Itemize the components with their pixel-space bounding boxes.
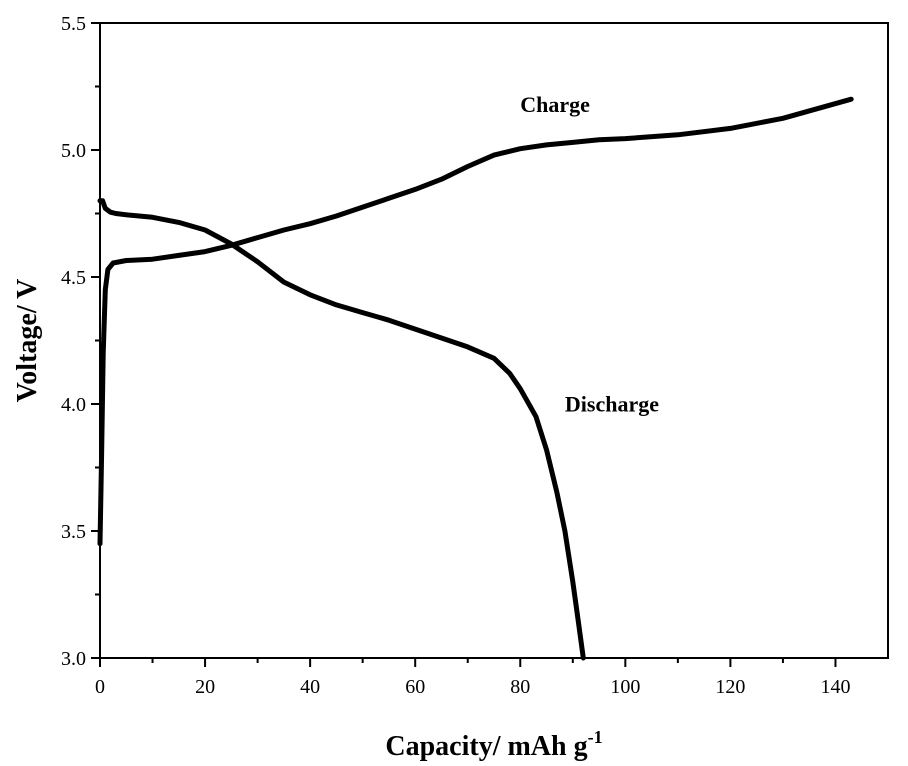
x-tick-label: 140 xyxy=(820,676,850,698)
axes xyxy=(99,22,889,659)
annotations: Charge Discharge xyxy=(520,92,659,417)
y-tick-label: 3.5 xyxy=(61,521,86,543)
x-axis-title-text: Capacity/ mAh g xyxy=(385,731,587,762)
y-axis-title: Voltage/ V xyxy=(12,279,43,403)
x-tick-label: 60 xyxy=(405,676,425,698)
y-tick-label: 5.0 xyxy=(61,140,86,162)
x-tick-label: 0 xyxy=(95,676,105,698)
annotation-discharge: Discharge xyxy=(565,392,659,417)
series-group xyxy=(97,96,854,661)
x-tick-label: 80 xyxy=(510,676,530,698)
series-line-charge xyxy=(97,96,854,547)
tick-labels: 0 20 40 60 80 100 120 140 3.0 3.5 4.0 4.5 5.0 5.5 xyxy=(61,13,850,698)
y-tick-label: 4.0 xyxy=(61,394,86,416)
annotation-charge: Charge xyxy=(520,92,590,117)
x-axis-title-superscript: -1 xyxy=(588,727,603,747)
x-tick-label: 20 xyxy=(195,676,215,698)
x-tick-label: 40 xyxy=(300,676,320,698)
y-tick-label: 3.0 xyxy=(61,648,86,670)
series-line-discharge xyxy=(97,198,586,661)
y-tick-label: 4.5 xyxy=(61,267,86,289)
x-tick-label: 100 xyxy=(610,676,640,698)
y-tick-label: 5.5 xyxy=(61,13,86,35)
x-tick-label: 120 xyxy=(715,676,745,698)
x-axis-title: Capacity/ mAh g-1 xyxy=(385,727,602,762)
plot-frame xyxy=(99,22,889,659)
